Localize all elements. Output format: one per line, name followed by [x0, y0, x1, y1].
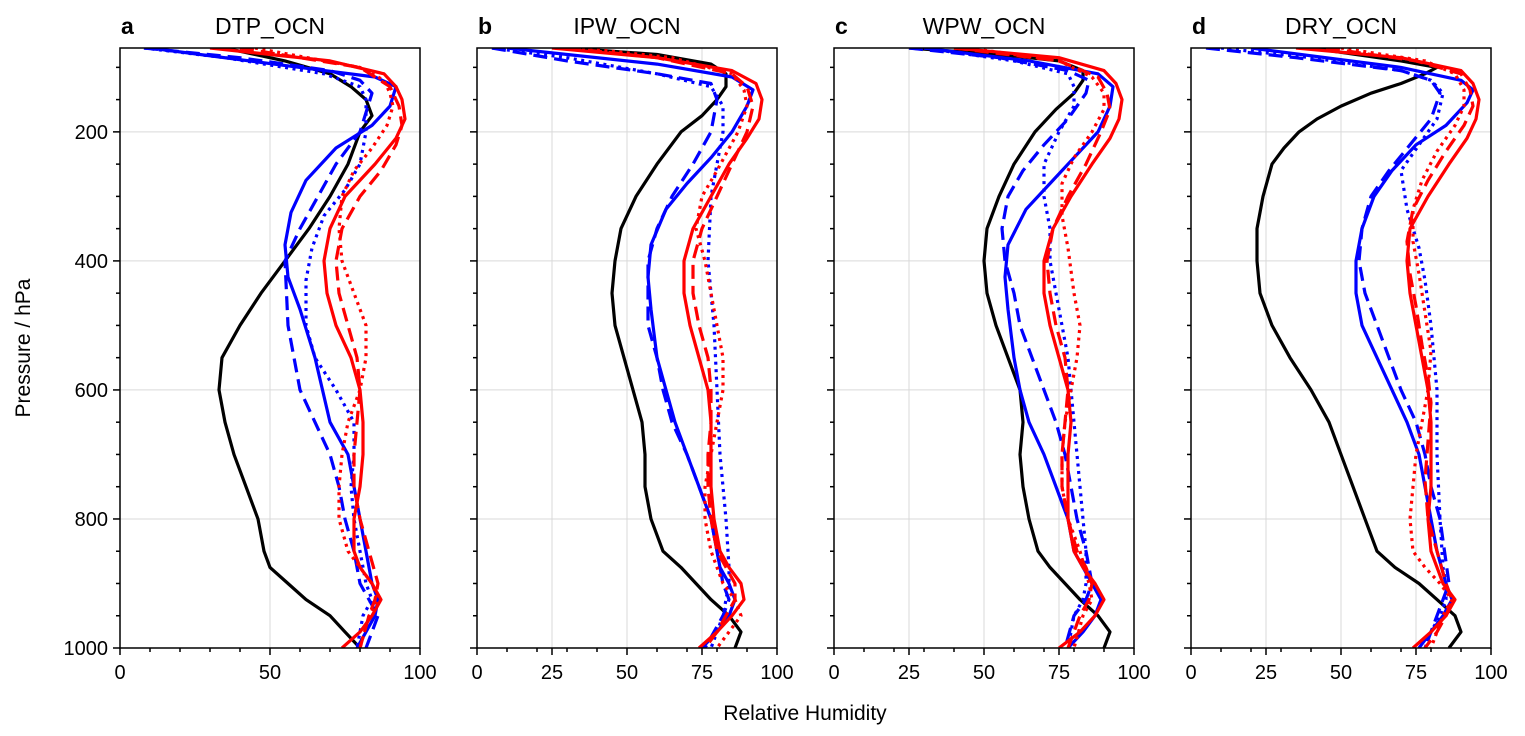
series-line-7 [1340, 48, 1466, 648]
x-tick-label: 75 [1405, 662, 1427, 684]
panel-title: DRY_OCN [1285, 13, 1397, 39]
y-axis-label: Pressure / hPa [12, 278, 35, 417]
x-tick-label: 100 [1117, 662, 1150, 684]
x-tick-label: 100 [403, 662, 436, 684]
series-line-5 [1295, 48, 1481, 648]
x-tick-label: 0 [114, 662, 125, 684]
panel-letter: c [835, 13, 848, 39]
x-tick-label: 25 [1255, 662, 1277, 684]
series-line-2 [923, 48, 1115, 648]
series-line-4 [491, 48, 731, 648]
panel-title: DTP_OCN [215, 13, 325, 39]
series-line-5 [551, 48, 764, 648]
x-axis-label: Relative Humidity [723, 702, 887, 725]
series-line-3 [143, 48, 380, 648]
series-line-3 [491, 48, 731, 648]
series-line-6 [239, 48, 404, 648]
y-tick-label: 400 [75, 251, 108, 273]
x-tick-label: 100 [760, 662, 793, 684]
y-tick-label: 1000 [64, 638, 109, 660]
y-tick-label: 800 [75, 509, 108, 531]
x-tick-label: 75 [691, 662, 713, 684]
series-line-4 [143, 48, 374, 648]
series-group [143, 48, 407, 648]
series-line-1 [908, 48, 1112, 648]
x-tick-label: 0 [471, 662, 482, 684]
x-tick-label: 100 [1474, 662, 1507, 684]
series-line-3 [1205, 48, 1451, 648]
series-line-7 [254, 48, 395, 648]
y-tick-label: 200 [75, 122, 108, 144]
series-line-1 [1255, 48, 1463, 648]
panel-letter: d [1192, 13, 1206, 39]
series-group [1205, 48, 1481, 648]
x-tick-label: 50 [259, 662, 281, 684]
series-line-1 [566, 48, 743, 648]
x-tick-label: 0 [1185, 662, 1196, 684]
panel-d: 0 25 50 75 100 d DRY_OCN [1184, 13, 1508, 684]
panel-a: 0 50 100 200 400 600 800 1000 a DTP_OCN [64, 13, 437, 684]
x-tick-label: 75 [1048, 662, 1070, 684]
y-tick-label: 600 [75, 380, 108, 402]
series-line-3 [908, 48, 1094, 648]
series-line-6 [1325, 48, 1475, 648]
x-tick-label: 25 [898, 662, 920, 684]
panel-letter: b [478, 13, 492, 39]
series-line-6 [566, 48, 755, 648]
series-group [908, 48, 1124, 648]
x-tick-label: 25 [541, 662, 563, 684]
series-line-1 [217, 48, 374, 648]
panel-title: WPW_OCN [923, 13, 1046, 39]
series-line-4 [923, 48, 1088, 648]
series-line-5 [209, 48, 407, 648]
x-tick-label: 0 [828, 662, 839, 684]
panel-letter: a [121, 13, 134, 39]
series-line-5 [953, 48, 1124, 648]
series-line-7 [968, 48, 1106, 648]
series-line-4 [1220, 48, 1448, 648]
x-tick-label: 50 [616, 662, 638, 684]
series-group [491, 48, 764, 648]
x-tick-label: 50 [1330, 662, 1352, 684]
panel-title: IPW_OCN [573, 13, 680, 39]
panel-b: 0 25 50 75 100 b IPW_OCN [470, 13, 794, 684]
series-line-6 [953, 48, 1112, 648]
panel-c: 0 25 50 75 100 c WPW_OCN [827, 13, 1151, 684]
x-tick-label: 50 [973, 662, 995, 684]
